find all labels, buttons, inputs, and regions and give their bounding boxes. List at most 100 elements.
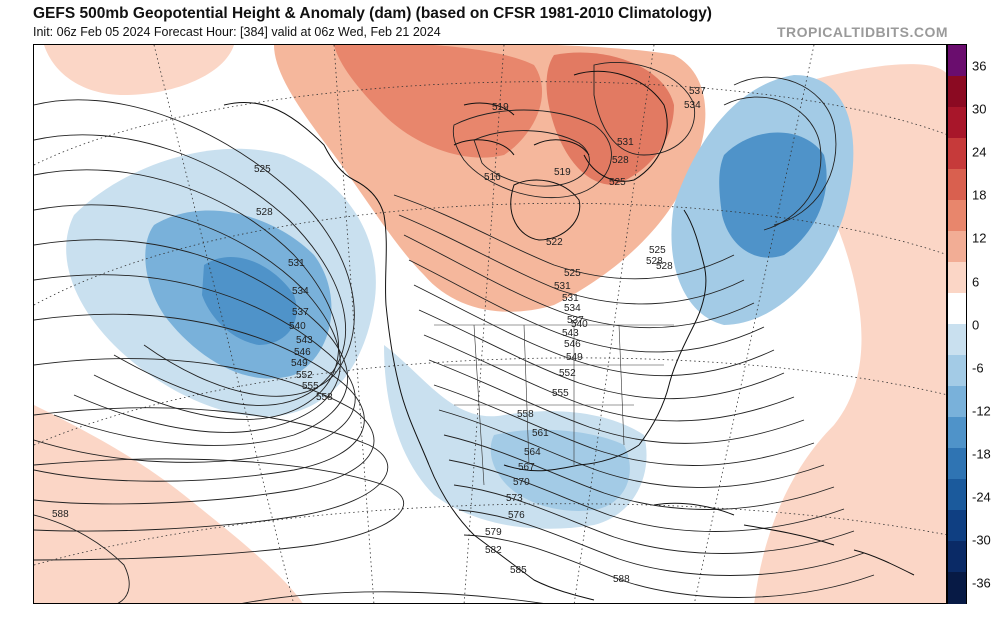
colorbar-segment [948, 107, 966, 139]
colorbar-segment [948, 231, 966, 263]
colorbar-segment [948, 138, 966, 170]
colorbar-segment [948, 262, 966, 294]
colorbar-tick-label: -6 [972, 360, 984, 376]
colorbar-tick-label: 18 [972, 187, 987, 203]
cuba [653, 502, 735, 516]
contour-label: 528 [612, 155, 629, 166]
negative-anomaly-gulf [490, 429, 630, 511]
contour-label: 588 [52, 509, 69, 520]
anomaly-colorbar [947, 44, 967, 604]
contour-label: 546 [564, 339, 581, 350]
contour-label: 540 [571, 319, 588, 330]
contour-label: 567 [518, 462, 535, 473]
contour-label: 525 [609, 177, 626, 188]
strong-positive-greenland [546, 52, 674, 185]
contour-label: 534 [292, 286, 309, 297]
arctic-islands [453, 102, 590, 156]
contour-label: 534 [564, 303, 581, 314]
greenland-coast [573, 70, 668, 182]
contour-label: 549 [566, 352, 583, 363]
contour-label: 546 [294, 347, 311, 358]
colorbar-tick-label: -12 [972, 403, 991, 419]
colorbar-segment [948, 448, 966, 480]
negative-anomaly-atlantic-core [719, 132, 827, 258]
colorbar-segment [948, 355, 966, 387]
contour-label: 534 [684, 100, 701, 111]
contour-label: 558 [517, 409, 534, 420]
contour-label: 549 [291, 358, 308, 369]
contour-label: 543 [296, 335, 313, 346]
contour-labels: 525 528 531 534 537 540 543 546 549 552 … [52, 86, 706, 585]
colorbar-tick-label: -30 [972, 532, 991, 548]
contour-label: 564 [524, 447, 541, 458]
contour-label: 516 [484, 172, 501, 183]
colorbar-segment [948, 510, 966, 542]
colorbar-segment [948, 169, 966, 201]
colorbar-tick-label: -24 [972, 489, 991, 505]
contour-label: 558 [316, 392, 333, 403]
contour-label: 552 [559, 368, 576, 379]
east-coast [638, 209, 707, 446]
strong-positive-north [334, 45, 543, 158]
colorbar-tick-label: 30 [972, 101, 987, 117]
contour-label: 531 [554, 281, 571, 292]
colorbar-segment [948, 200, 966, 232]
hudson-bay [510, 179, 581, 241]
contour-label: 561 [532, 428, 549, 439]
colorbar-segment [948, 417, 966, 449]
contour-label: 588 [613, 574, 630, 585]
colorbar-segment [948, 293, 966, 325]
negative-anomaly-pacific-center [202, 256, 297, 345]
contour-label: 585 [510, 565, 527, 576]
colorbar-segment [948, 76, 966, 108]
contour-label: 525 [564, 268, 581, 279]
contour-label: 528 [646, 256, 663, 267]
contour-label: 519 [554, 167, 571, 178]
west-coast [383, 214, 475, 536]
height-contours [34, 61, 875, 603]
colorbar-segment [948, 541, 966, 573]
chart-title: GEFS 500mb Geopotential Height & Anomaly… [33, 5, 712, 22]
contour-label: 537 [689, 86, 706, 97]
contour-label: 540 [289, 321, 306, 332]
contour-label: 531 [562, 293, 579, 304]
contour-label: 576 [508, 510, 525, 521]
contour-label: 570 [513, 477, 530, 488]
contour-label: 582 [485, 545, 502, 556]
anomaly-shading [34, 45, 946, 603]
caribbean [743, 524, 915, 576]
contour-label: 522 [546, 237, 563, 248]
colorbar-tick-label: 0 [972, 317, 980, 333]
contour-label: 555 [302, 381, 319, 392]
colorbar-tick-label: 24 [972, 144, 987, 160]
contour-label: 531 [617, 137, 634, 148]
colorbar-segment [948, 572, 966, 604]
contour-label: 537 [567, 315, 584, 326]
colorbar-tick-label: 6 [972, 274, 980, 289]
state-borders [434, 324, 674, 486]
run-info: Init: 06z Feb 05 2024 Forecast Hour: [38… [33, 25, 441, 39]
coastlines [223, 70, 915, 601]
contour-label: 528 [656, 261, 673, 272]
contour-label: 552 [296, 370, 313, 381]
positive-anomaly-atlantic [754, 64, 946, 603]
contour-label: 555 [552, 388, 569, 399]
gulf-coast [503, 444, 640, 472]
colorbar-segment [948, 479, 966, 511]
colorbar-tick-label: -18 [972, 446, 991, 462]
contour-label: 579 [485, 527, 502, 538]
contour-label: 531 [288, 258, 305, 269]
contour-label: 528 [256, 207, 273, 218]
site-credit: TROPICALTIDBITS.COM [776, 24, 948, 40]
contour-label: 573 [506, 493, 523, 504]
positive-anomaly-alaska [44, 45, 234, 95]
colorbar-segment [948, 386, 966, 418]
alaska-coast [223, 101, 385, 216]
contour-label: 543 [562, 328, 579, 339]
positive-anomaly-pacific [34, 405, 303, 603]
colorbar-tick-label: -36 [972, 575, 991, 591]
map-panel[interactable]: 525 528 531 534 537 540 543 546 549 552 … [33, 44, 947, 604]
contour-label: 525 [254, 164, 271, 175]
colorbar-segment [948, 324, 966, 356]
contour-label: 537 [292, 307, 309, 318]
